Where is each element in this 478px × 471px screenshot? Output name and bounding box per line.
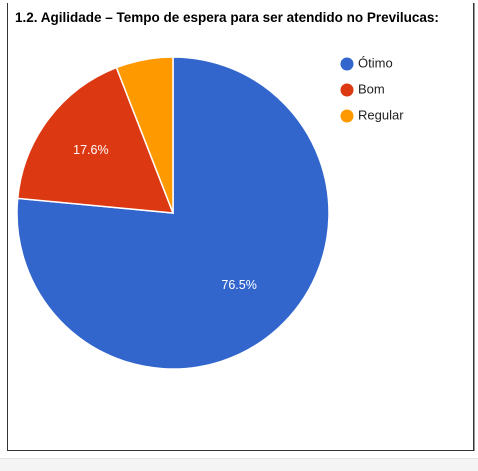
bottom-band: [0, 458, 478, 471]
legend-label-1: Ótimo: [358, 55, 393, 70]
legend-marker-2: [340, 83, 354, 97]
legend-marker-3: [340, 109, 354, 123]
slice-label-1: 76.5%: [221, 278, 256, 292]
pie-slice-2: [16, 66, 175, 214]
legend-marker-1: [340, 57, 354, 71]
pie-slice-3: [115, 56, 174, 214]
legend-label-3: Regular: [358, 107, 404, 122]
legend-label-2: Bom: [358, 81, 385, 96]
chart-title: 1.2. Agilidade – Tempo de espera para se…: [15, 10, 439, 25]
right-divider: [474, 3, 478, 451]
slice-label-2: 17.6%: [73, 143, 108, 157]
content-frame: [7, 3, 474, 451]
